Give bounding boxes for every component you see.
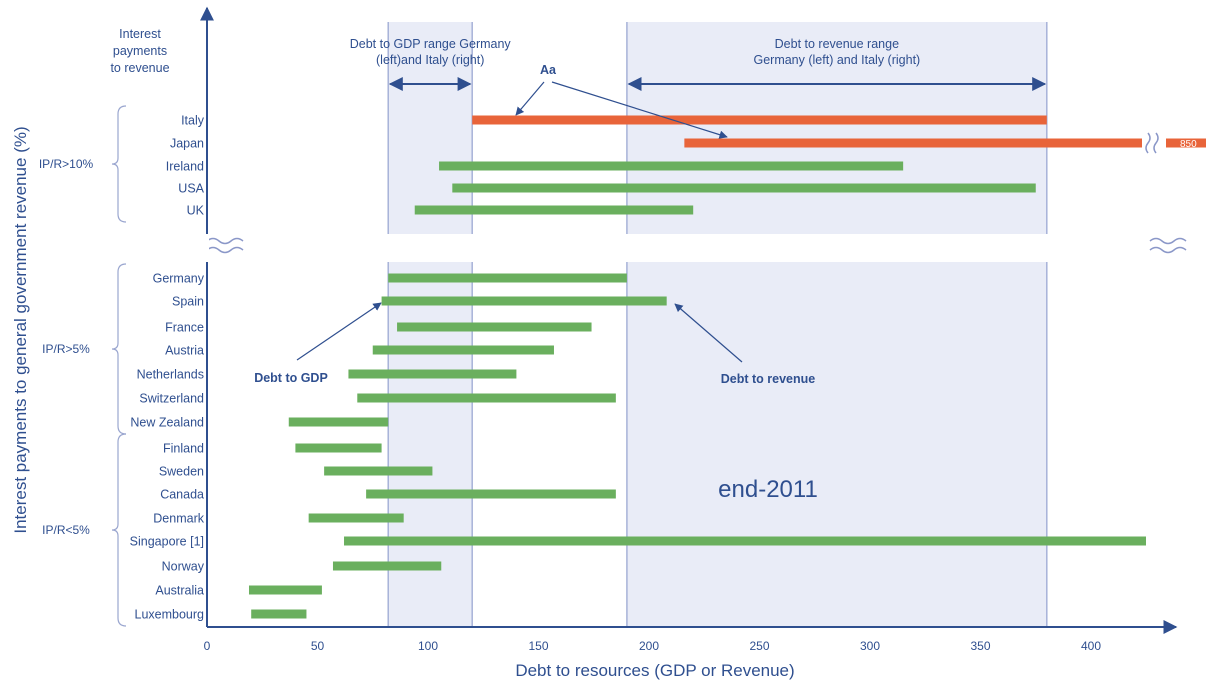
annotation-aa: Aa xyxy=(540,63,557,77)
annotation-arrow xyxy=(296,302,382,361)
break-mark xyxy=(1149,237,1187,245)
range-label: Debt to revenue range xyxy=(775,37,899,51)
axis-break-gap xyxy=(208,234,1198,262)
country-label: Switzerland xyxy=(139,392,204,406)
bars: 850 xyxy=(248,115,1206,619)
country-label: Ireland xyxy=(166,160,204,174)
country-label: Canada xyxy=(160,488,204,502)
country-label: New Zealand xyxy=(130,416,204,430)
bar xyxy=(251,609,307,619)
annotation-arrow xyxy=(674,303,743,363)
x-tick-label: 250 xyxy=(749,639,769,653)
bar xyxy=(348,369,517,379)
x-tick-label: 350 xyxy=(970,639,990,653)
range-band xyxy=(626,22,1047,627)
bar xyxy=(414,205,694,215)
annotation-arrow xyxy=(551,81,728,139)
annotation-debt-to-gdp: Debt to GDP xyxy=(254,371,328,385)
x-tick-label: 100 xyxy=(418,639,438,653)
country-label: Australia xyxy=(155,584,204,598)
country-label: Denmark xyxy=(153,512,204,526)
bar xyxy=(397,322,592,332)
axes: 0 50 100 150 200 250 300 350 400 Interest payments… xyxy=(110,6,1178,653)
bar xyxy=(381,296,667,306)
break-mark xyxy=(206,246,244,254)
group-braces: IP/R>10% IP/R>5% IP/R<5% xyxy=(39,105,127,627)
annotation-arrow xyxy=(515,81,545,116)
country-label: France xyxy=(165,321,204,335)
bar-truncated-label: 850 xyxy=(1180,139,1197,150)
range-label: (left)and Italy (right) xyxy=(376,53,484,67)
country-label: Japan xyxy=(170,137,204,151)
x-tick-label: 150 xyxy=(528,639,548,653)
y-axis-break xyxy=(206,234,209,262)
bar xyxy=(472,115,1047,125)
bar xyxy=(452,183,1036,193)
bar xyxy=(1166,138,1206,148)
bar xyxy=(295,443,382,453)
range-label: Debt to GDP range Germany xyxy=(350,37,512,51)
country-label: Germany xyxy=(153,272,205,286)
range-bands: Debt to GDP range Germany (left)and Italy… xyxy=(206,22,1198,627)
range-label: Germany (left) and Italy (right) xyxy=(753,53,920,67)
bar xyxy=(288,417,389,427)
x-tick-label: 300 xyxy=(860,639,880,653)
y-axis-inner-title: payments xyxy=(113,44,167,58)
country-label: Austria xyxy=(165,344,204,358)
bar xyxy=(308,513,404,523)
group-brace xyxy=(111,263,127,435)
y-axis-title: Interest payments to general government … xyxy=(11,126,30,533)
y-axis-inner-title: Interest xyxy=(119,27,161,41)
bar-break-mark xyxy=(1145,132,1151,154)
x-tick-label: 400 xyxy=(1081,639,1101,653)
country-label: Luxembourg xyxy=(135,608,205,622)
bar xyxy=(684,138,1142,148)
annotation-debt-to-revenue: Debt to revenue xyxy=(721,372,816,386)
group-brace xyxy=(111,433,127,627)
country-labels: Italy Japan Ireland USA UK Germany Spain France… xyxy=(130,114,205,622)
country-label: Spain xyxy=(172,295,204,309)
x-tick-label: 50 xyxy=(311,639,325,653)
country-label: Sweden xyxy=(159,465,204,479)
bar xyxy=(439,161,904,171)
group-label: IP/R>5% xyxy=(42,342,90,356)
country-label: Norway xyxy=(162,560,205,574)
period-annotation: end-2011 xyxy=(718,476,818,503)
bar xyxy=(248,585,322,595)
break-mark xyxy=(206,237,244,245)
group-brace xyxy=(111,105,127,223)
x-axis-title: Debt to resources (GDP or Revenue) xyxy=(515,661,794,680)
bar xyxy=(388,273,627,283)
country-label: Italy xyxy=(181,114,205,128)
bar xyxy=(332,561,442,571)
group-label: IP/R<5% xyxy=(42,523,90,537)
x-tick-label: 0 xyxy=(204,639,211,653)
group-label: IP/R>10% xyxy=(39,157,94,171)
break-mark xyxy=(1149,246,1187,254)
bar xyxy=(357,393,616,403)
bar xyxy=(372,345,554,355)
bar-break-mark xyxy=(1153,132,1159,154)
bar xyxy=(366,489,616,499)
country-label: UK xyxy=(187,204,205,218)
y-axis-inner-title: to revenue xyxy=(110,61,169,75)
country-label: USA xyxy=(178,182,204,196)
bar xyxy=(344,536,1146,546)
x-tick-label: 200 xyxy=(639,639,659,653)
country-label: Netherlands xyxy=(137,368,204,382)
annotations: Aa Debt to GDP Debt to revenue xyxy=(254,63,815,386)
country-label: Singapore [1] xyxy=(130,535,204,549)
bar xyxy=(324,466,433,476)
country-label: Finland xyxy=(163,442,204,456)
